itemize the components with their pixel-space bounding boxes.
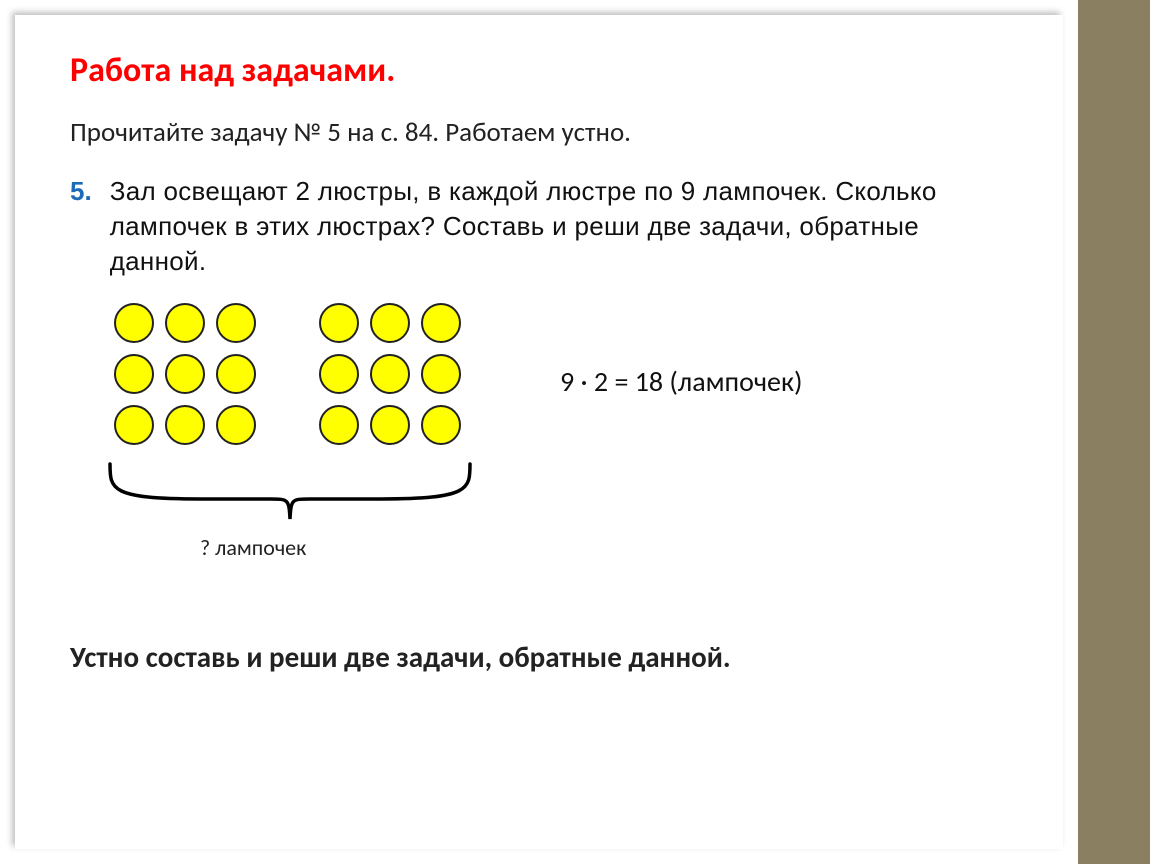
- slide-content: Работа над задачами. Прочитайте задачу №…: [15, 15, 1063, 849]
- bulb-icon: [114, 303, 154, 343]
- bulb-icon: [421, 354, 461, 394]
- bulb-icon: [216, 303, 256, 343]
- bulb-icon: [165, 354, 205, 394]
- bulb-icon: [370, 354, 410, 394]
- bulb-icon: [114, 405, 154, 445]
- task-number: 5.: [70, 174, 92, 209]
- task-block: 5. Зал освещают 2 люстры, в каждой люстр…: [70, 174, 1008, 279]
- bulb-icon: [370, 303, 410, 343]
- brace-label: ? лампочек: [200, 534, 306, 561]
- bulb-icon: [165, 405, 205, 445]
- bulb-icon: [114, 354, 154, 394]
- task-text: Зал освещают 2 люстры, в каждой люстре п…: [110, 174, 1008, 279]
- bulb-icon: [319, 354, 359, 394]
- bulb-icon: [370, 405, 410, 445]
- bulb-icon: [421, 303, 461, 343]
- bulb-icon: [216, 405, 256, 445]
- slide-subtitle: Прочитайте задачу № 5 на с. 84. Работаем…: [70, 116, 1008, 149]
- bulb-group-left: [110, 299, 260, 449]
- slide-canvas: Работа над задачами. Прочитайте задачу №…: [0, 0, 1078, 864]
- brace-icon: [100, 454, 480, 534]
- bulb-icon: [421, 405, 461, 445]
- equation-text: 9 · 2 = 18 (лампочек): [560, 364, 802, 399]
- diagram-row: ? лампочек 9 · 2 = 18 (лампочек): [70, 299, 1008, 579]
- bulb-icon: [216, 354, 256, 394]
- slide-title: Работа над задачами.: [70, 50, 1008, 91]
- bulb-icon: [319, 405, 359, 445]
- bottom-instruction: Устно составь и реши две задачи, обратны…: [70, 639, 1008, 675]
- sidebar-decoration: [1078, 0, 1150, 864]
- bulb-icon: [319, 303, 359, 343]
- diagram-area: ? лампочек: [70, 299, 540, 579]
- bulb-icon: [165, 303, 205, 343]
- bulb-group-right: [315, 299, 465, 449]
